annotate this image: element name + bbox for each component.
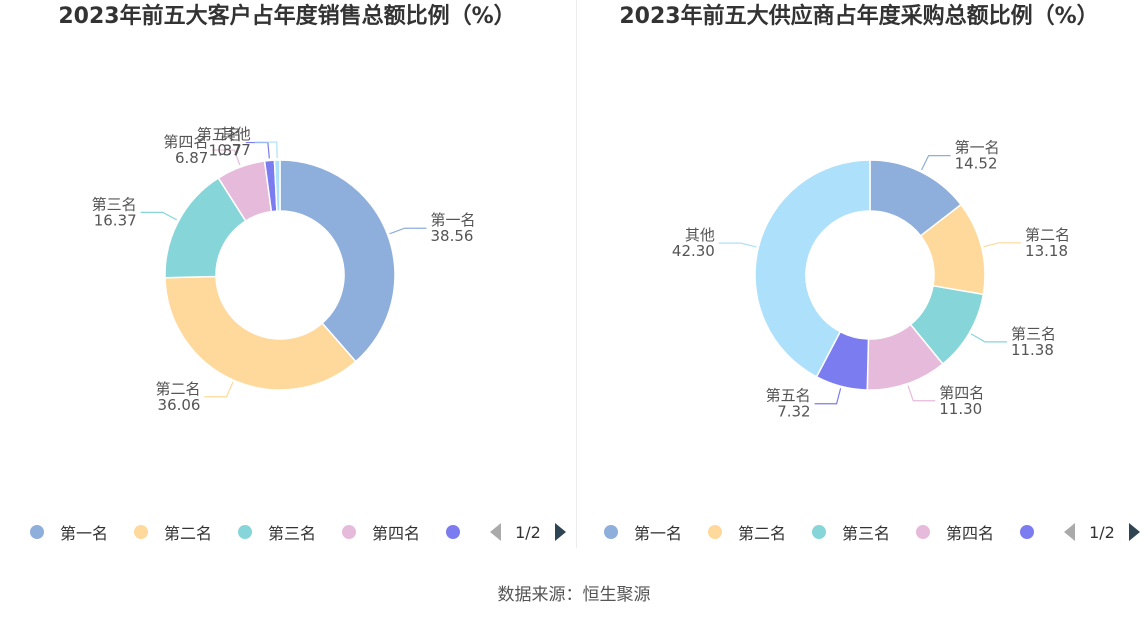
legend-item-fifth[interactable] bbox=[446, 525, 476, 539]
customer-slice-other[interactable] bbox=[273, 159, 281, 212]
legend-pager: 1/2 bbox=[490, 523, 566, 542]
legend-item-second[interactable]: 第二名 bbox=[134, 520, 212, 544]
legend-dot bbox=[238, 525, 253, 539]
legend-dot bbox=[812, 525, 827, 539]
legend-next-icon[interactable] bbox=[1128, 523, 1140, 541]
legend-dot bbox=[30, 525, 44, 539]
legend-item-first[interactable]: 第一名 bbox=[30, 520, 108, 544]
legend-label: 第四名 bbox=[946, 524, 995, 543]
customer-label-name-third: 第三名 bbox=[92, 195, 137, 213]
customer-label-name-second: 第二名 bbox=[155, 380, 200, 398]
legend-dot bbox=[446, 525, 461, 539]
legend-dot bbox=[708, 525, 723, 539]
legend-item-fourth[interactable]: 第四名 bbox=[916, 520, 994, 544]
supplier-label-name-fourth: 第四名 bbox=[939, 384, 984, 402]
legend-page-indicator: 1/2 bbox=[1089, 522, 1115, 542]
customer-label-value-first: 38.56 bbox=[431, 227, 474, 245]
customer-chart-title: 2023年前五大客户占年度销售总额比例（%） bbox=[58, 4, 516, 29]
customer-label-name-first: 第一名 bbox=[431, 211, 476, 229]
supplier-label-name-first: 第一名 bbox=[955, 139, 1000, 157]
customer-label-value-second: 36.06 bbox=[158, 396, 201, 414]
legend-pager: 1/2 bbox=[1064, 523, 1140, 542]
supplier-label-value-first: 14.52 bbox=[955, 155, 998, 173]
legend-item-fifth[interactable] bbox=[1020, 525, 1050, 539]
customer-label-value-fifth: 1.37 bbox=[208, 142, 241, 160]
legend-prev-icon[interactable] bbox=[490, 523, 502, 541]
supplier-label-name-third: 第三名 bbox=[1011, 325, 1056, 343]
legend-item-second[interactable]: 第二名 bbox=[708, 520, 786, 544]
supplier-label-value-third: 11.38 bbox=[1011, 341, 1054, 359]
legend-item-fourth[interactable]: 第四名 bbox=[342, 520, 420, 544]
legend-next-icon[interactable] bbox=[554, 523, 566, 541]
customer-label-value-other: 0.77 bbox=[217, 141, 250, 159]
supplier-label-name-other: 其他 bbox=[685, 226, 715, 244]
supplier-leader-line-second bbox=[983, 242, 1022, 248]
legend-dot bbox=[916, 525, 931, 539]
supplier-leader-line-other bbox=[718, 242, 757, 248]
legend-label: 第四名 bbox=[372, 524, 421, 543]
customer-label-name-fourth: 第四名 bbox=[163, 133, 208, 151]
supplier-slice-other[interactable] bbox=[754, 159, 871, 378]
panel-divider bbox=[576, 0, 577, 548]
legend-label: 第三名 bbox=[268, 524, 317, 543]
customer-chart-legend: 第一名 第二名 第三名 第四名 1/2 bbox=[30, 520, 566, 544]
legend-item-third[interactable]: 第三名 bbox=[238, 520, 316, 544]
legend-label: 第二名 bbox=[738, 524, 787, 543]
customer-leader-line-other bbox=[254, 141, 278, 159]
customer-slice-first[interactable] bbox=[279, 159, 396, 363]
customer-leader-line-first bbox=[389, 227, 427, 235]
legend-page-indicator: 1/2 bbox=[515, 522, 541, 542]
customer-label-value-third: 16.37 bbox=[94, 211, 137, 229]
legend-item-third[interactable]: 第三名 bbox=[812, 520, 890, 544]
supplier-chart-title: 2023年前五大供应商占年度采购总额比例（%） bbox=[619, 4, 1099, 29]
customer-leader-line-fourth bbox=[212, 149, 241, 166]
supplier-label-name-fifth: 第五名 bbox=[766, 387, 811, 405]
supplier-label-value-other: 42.30 bbox=[672, 242, 715, 260]
supplier-chart-legend: 第一名 第二名 第三名 第四名 1/2 bbox=[604, 520, 1140, 544]
legend-item-first[interactable]: 第一名 bbox=[604, 520, 682, 544]
supplier-leader-line-first bbox=[921, 154, 951, 171]
supplier-leader-line-fifth bbox=[814, 388, 842, 405]
legend-label: 第一名 bbox=[634, 524, 683, 543]
legend-label: 第三名 bbox=[842, 524, 891, 543]
legend-dot bbox=[604, 525, 618, 539]
legend-dot bbox=[342, 525, 357, 539]
customer-chart-panel: 2023年前五大客户占年度销售总额比例（%） 第一名 38.56 第二名 36.06 第… bbox=[0, 0, 574, 560]
data-source-note: 数据来源：恒生聚源 bbox=[497, 585, 651, 605]
customer-leader-line-third bbox=[140, 211, 178, 221]
supplier-label-value-fifth: 7.32 bbox=[777, 403, 810, 421]
customer-label-name-other: 其他 bbox=[221, 125, 251, 143]
supplier-label-name-second: 第二名 bbox=[1025, 226, 1070, 244]
legend-label: 第二名 bbox=[164, 524, 213, 543]
supplier-chart-panel: 2023年前五大供应商占年度采购总额比例（%） 第一名 14.52 第二名 13.18… bbox=[574, 0, 1148, 560]
legend-dot bbox=[134, 525, 149, 539]
legend-label: 第一名 bbox=[60, 524, 109, 543]
customer-label-value-fourth: 6.87 bbox=[175, 149, 208, 167]
supplier-leader-line-third bbox=[970, 333, 1007, 343]
supplier-label-value-second: 13.18 bbox=[1025, 242, 1068, 260]
legend-dot bbox=[1020, 525, 1035, 539]
customer-label-name-fifth: 第五名 bbox=[197, 126, 242, 144]
customer-leader-line-second bbox=[204, 381, 234, 398]
customer-slice-second[interactable] bbox=[164, 275, 357, 391]
legend-prev-icon[interactable] bbox=[1064, 523, 1076, 541]
supplier-label-value-fourth: 11.30 bbox=[939, 400, 982, 418]
supplier-leader-line-fourth bbox=[907, 385, 936, 402]
